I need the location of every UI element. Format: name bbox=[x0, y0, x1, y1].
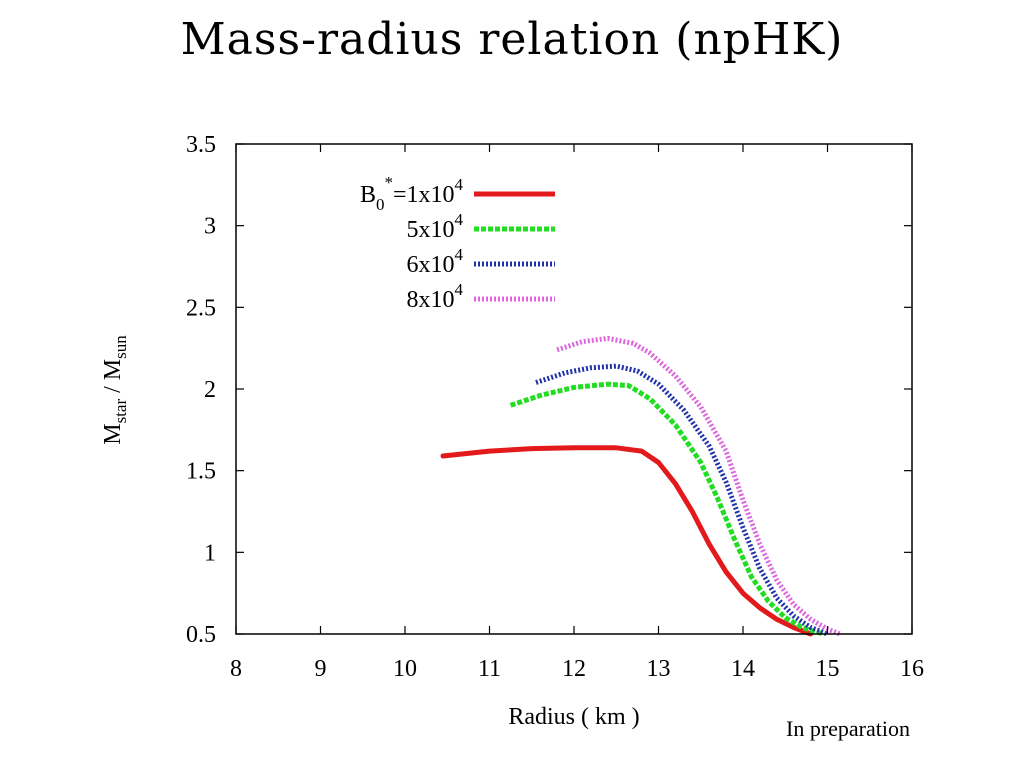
legend-label-coef: 8x10 bbox=[407, 287, 455, 313]
legend-label-sup: * bbox=[384, 173, 393, 192]
y-axis-label-sub2: sun bbox=[111, 335, 130, 359]
series-line-1 bbox=[440, 445, 814, 637]
y-ticks: 0.5 1 1.5 2 2.5 3 3.5 bbox=[186, 132, 912, 648]
x-tick-label: 10 bbox=[393, 656, 417, 682]
y-tick-label: 1 bbox=[204, 540, 216, 566]
y-tick-label: 1.5 bbox=[186, 459, 216, 485]
x-tick-label: 9 bbox=[315, 656, 327, 682]
y-axis-label-sub1: star bbox=[111, 399, 130, 424]
legend-label-1: B0 *=1x104 bbox=[360, 173, 464, 214]
slide-title: Mass-radius relation (npHK) bbox=[180, 14, 844, 65]
legend-label-exp: 4 bbox=[455, 175, 464, 194]
y-axis-label-sep: / M bbox=[100, 359, 126, 399]
legend-label-exp: 4 bbox=[455, 210, 464, 229]
y-tick-label: 2.5 bbox=[186, 295, 216, 321]
x-tick-label: 13 bbox=[647, 656, 671, 682]
legend-label-coef: 6x10 bbox=[407, 252, 455, 278]
y-tick-label: 3.5 bbox=[186, 132, 216, 158]
x-axis-label: Radius ( km ) bbox=[508, 704, 639, 730]
legend-label-sub: 0 bbox=[376, 195, 385, 214]
legend-label-2: 5x104 bbox=[407, 210, 464, 243]
x-tick-label: 15 bbox=[816, 656, 840, 682]
y-tick-label: 2 bbox=[204, 377, 216, 403]
legend-label-prefix: B bbox=[360, 182, 376, 208]
chart-series-layer bbox=[440, 335, 842, 637]
series-line-3 bbox=[535, 363, 829, 637]
series-line-4 bbox=[556, 335, 842, 637]
x-tick-label: 12 bbox=[562, 656, 586, 682]
y-tick-label: 3 bbox=[204, 214, 216, 240]
y-axis-label-main: M bbox=[100, 423, 126, 444]
y-tick-label: 0.5 bbox=[186, 622, 216, 648]
x-tick-label: 16 bbox=[900, 656, 924, 682]
x-ticks: 8 9 10 11 12 13 14 15 16 bbox=[230, 144, 924, 682]
legend-label-coef: =1x10 bbox=[393, 182, 455, 208]
legend-label-exp: 4 bbox=[455, 280, 464, 299]
series-line-2 bbox=[509, 381, 825, 637]
legend-label-3: 6x104 bbox=[407, 245, 464, 278]
in-preparation-note: In preparation bbox=[786, 716, 910, 741]
x-tick-label: 8 bbox=[230, 656, 242, 682]
legend-label-4: 8x104 bbox=[407, 280, 464, 313]
x-tick-label: 11 bbox=[478, 656, 501, 682]
legend-label-exp: 4 bbox=[455, 245, 464, 264]
x-tick-label: 14 bbox=[731, 656, 755, 682]
y-axis-label: Mstar / Msun bbox=[100, 335, 130, 445]
legend-label-coef: 5x10 bbox=[407, 217, 455, 243]
